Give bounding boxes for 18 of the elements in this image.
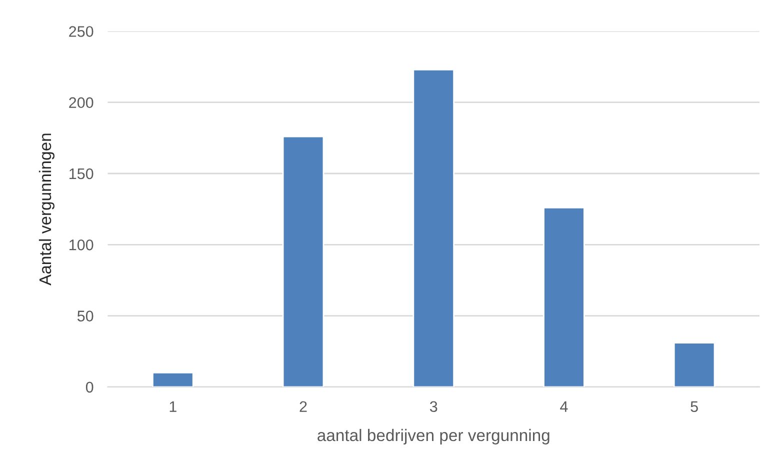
bar <box>412 68 455 387</box>
y-axis-title: Aantal vergunningen <box>38 134 54 286</box>
y-tick-label: 0 <box>86 382 94 393</box>
x-tick-label: 1 <box>170 401 176 412</box>
y-tick-label: 250 <box>69 26 94 37</box>
bar <box>673 342 716 387</box>
x-tick-label: 2 <box>300 401 307 412</box>
y-tick-label: 200 <box>69 97 94 108</box>
x-axis-title: aantal bedrijven per vergunning <box>318 428 550 444</box>
bar <box>543 206 585 387</box>
bar <box>282 136 324 387</box>
y-tick-label: 150 <box>70 168 94 180</box>
x-tick-label: 5 <box>690 401 698 412</box>
x-tick-label: 4 <box>560 401 568 412</box>
bar <box>152 372 194 387</box>
x-tick-label: 3 <box>430 401 438 412</box>
y-tick-label: 100 <box>70 240 94 250</box>
y-tick-label: 50 <box>77 310 94 322</box>
